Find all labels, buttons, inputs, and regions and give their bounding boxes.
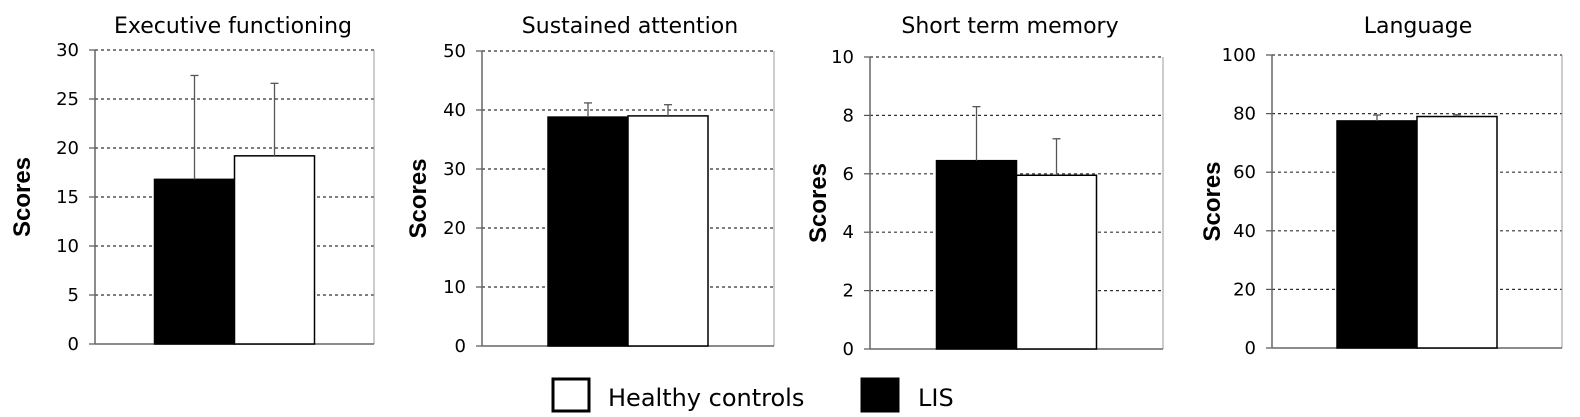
y-tick-label: 0 [68, 334, 79, 355]
legend-label-lis: LIS [918, 384, 954, 412]
y-tick-label: 8 [843, 105, 854, 126]
y-tick-label: 25 [56, 89, 79, 110]
bar-healthy-controls [1015, 174, 1098, 350]
y-axis-label: Scores [9, 157, 36, 237]
y-axis-label: Scores [1199, 161, 1226, 241]
bar-healthy-controls [1416, 115, 1498, 349]
legend-swatch-healthy-controls [551, 377, 591, 413]
y-axis-label: Scores [805, 163, 832, 243]
y-tick-label: 30 [443, 159, 466, 180]
legend-label-healthy-controls: Healthy controls [608, 384, 804, 412]
y-tick-label: 5 [68, 285, 79, 306]
y-tick-label: 0 [843, 339, 854, 360]
y-tick-label: 20 [1233, 279, 1256, 300]
y-tick-label: 0 [455, 336, 466, 357]
y-tick-label: 60 [1233, 162, 1256, 183]
legend-swatch-lis [860, 377, 900, 413]
y-tick-label: 50 [443, 41, 466, 62]
y-tick-label: 10 [831, 47, 854, 68]
y-tick-label: 40 [1233, 221, 1256, 242]
y-axis-label: Scores [405, 158, 432, 238]
chart-title: Short term memory [901, 14, 1118, 39]
y-tick-label: 20 [56, 138, 79, 159]
chart-panel-executive-functioning: Executive functioning Scores 0 5 10 15 20 25 30 [9, 14, 375, 355]
bar-healthy-controls [627, 115, 709, 347]
y-tick-label: 15 [56, 187, 79, 208]
chart-title: Executive functioning [114, 14, 352, 39]
chart-title: Sustained attention [522, 14, 738, 39]
y-tick-label: 40 [443, 100, 466, 121]
bar-healthy-controls [233, 155, 316, 345]
y-tick-label: 4 [843, 222, 854, 243]
legend: Healthy controls LIS [551, 377, 954, 413]
bar-lis [1336, 120, 1418, 349]
y-tick-label: 80 [1233, 104, 1256, 125]
bar-lis [547, 116, 629, 347]
chart-panel-language: Language Scores 0 20 40 60 80 100 [1199, 14, 1563, 359]
y-tick-label: 6 [843, 164, 854, 185]
chart-panel-short-term-memory: Short term memory Scores 0 2 4 6 8 10 [805, 14, 1164, 360]
y-tick-label: 20 [443, 218, 466, 239]
bar-lis [935, 159, 1018, 350]
chart-panel-sustained-attention: Sustained attention Scores 0 10 20 30 40 50 [405, 14, 775, 357]
y-tick-label: 100 [1222, 45, 1256, 66]
y-tick-label: 0 [1245, 338, 1256, 359]
y-tick-label: 2 [843, 281, 854, 302]
bar-lis [153, 178, 236, 345]
chart-title: Language [1364, 14, 1473, 39]
y-tick-label: 30 [56, 40, 79, 61]
y-tick-label: 10 [56, 236, 79, 257]
y-tick-label: 10 [443, 277, 466, 298]
